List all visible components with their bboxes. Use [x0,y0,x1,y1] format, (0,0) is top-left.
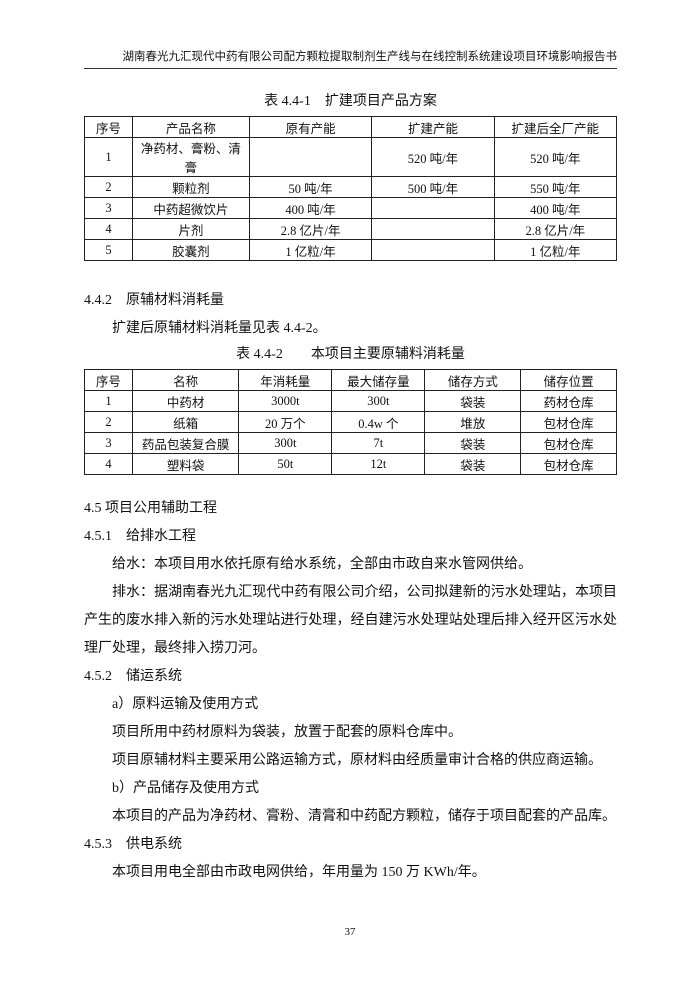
paragraph: b）产品储存及使用方式 [112,781,259,796]
table-cell: 400 吨/年 [248,197,373,219]
table-cell: 袋装 [424,432,522,454]
paragraph: 项目原辅材料主要采用公路运输方式，原材料由经质量审计合格的供应商运输。 [112,753,602,768]
table-row: 5 胶囊剂 1 亿粒/年 1 亿粒/年 [84,239,618,261]
table-cell: 片剂 [131,218,250,240]
table-cell: 袋装 [424,453,522,475]
table-cell: 堆放 [424,411,522,433]
table-cell: 3 [84,197,133,219]
table-cell: 2.8 亿片/年 [493,218,618,240]
running-header: 湖南春光九汇现代中药有限公司配方颗粒提取制剂生产线与在线控制系统建设项目环境影响… [84,48,617,69]
table: 序号 名称 年消耗量 最大储存量 储存方式 储存位置 1 中药材 3000t 300t 袋装 药材仓库… [84,369,617,475]
header-cell: 原有产能 [248,116,373,138]
table-cell: 2 [84,411,133,433]
table-cell: 塑料袋 [131,453,240,475]
table-cell: 1 [84,137,133,177]
table-cell: 4 [84,218,133,240]
table-row: 3 药品包装复合膜 300t 7t 袋装 包材仓库 [84,432,617,454]
table-cell: 20 万个 [238,411,333,433]
paragraph: a）原料运输及使用方式 [112,697,259,712]
paragraph: 扩建后原辅材料消耗量见表 4.4-2。 [112,321,327,336]
table-row: 1 净药材、膏粉、清膏 520 吨/年 520 吨/年 [84,137,618,177]
table-cell: 300t [331,390,426,412]
table-cell: 7t [331,432,426,454]
table-cell: 50 吨/年 [248,176,373,198]
header-cell: 最大储存量 [331,369,426,391]
table-cell: 520 吨/年 [493,137,618,177]
content: 湖南春光九汇现代中药有限公司配方颗粒提取制剂生产线与在线控制系统建设项目环境影响… [84,0,618,887]
table-cell: 50t [238,453,333,475]
table-cell: 净药材、膏粉、清膏 [131,137,250,177]
table-row: 3 中药超微饮片 400 吨/年 400 吨/年 [84,197,618,219]
table-row: 4 片剂 2.8 亿片/年 2.8 亿片/年 [84,218,618,240]
header-cell: 储存方式 [424,369,522,391]
page-number: 37 [344,926,356,938]
table-cell: 12t [331,453,426,475]
header-cell: 年消耗量 [238,369,333,391]
header-cell: 扩建产能 [371,116,495,138]
table-cell: 400 吨/年 [493,197,618,219]
header-cell: 序号 [84,369,133,391]
table-cell: 胶囊剂 [131,239,250,261]
table-cell: 包材仓库 [520,432,617,454]
paragraph: 本项目用电全部由市政电网供给，年用量为 150 万 KWh/年。 [112,865,486,880]
paragraph: 本项目的产品为净药材、膏粉、清膏和中药配方颗粒，储存于项目配套的产品库。 [112,809,616,824]
table-cell: 4 [84,453,133,475]
table-cell: 药材仓库 [520,390,617,412]
body: 4.5 项目公用辅助工程 4.5.1 给排水工程给水：本项目用水依托原有给水系统，… [84,495,617,887]
table-cell: 药品包装复合膜 [131,432,240,454]
table-row: 1 中药材 3000t 300t 袋装 药材仓库 [84,390,617,412]
table-cell: 颗粒剂 [131,176,250,198]
table-cell [248,137,373,177]
table-row: 4 塑料袋 50t 12t 袋装 包材仓库 [84,453,617,475]
header-row: 序号 名称 年消耗量 最大储存量 储存方式 储存位置 [84,369,617,391]
table-cell: 2.8 亿片/年 [248,218,373,240]
table-row: 2 颗粒剂 50 吨/年 500 吨/年 550 吨/年 [84,176,618,198]
table-cell: 袋装 [424,390,522,412]
table-row: 2 纸箱 20 万个 0.4w 个堆放 包材仓库 [84,411,617,433]
table-cell: 包材仓库 [520,411,617,433]
table-cell: 520 吨/年 [371,137,495,177]
table-cell: 300t [238,432,333,454]
header-cell: 序号 [84,116,133,138]
table-cell: 2 [84,176,133,198]
table-cell: 1 亿粒/年 [248,239,373,261]
table-cell: 1 亿粒/年 [493,239,618,261]
paragraph: 给水：本项目用水依托原有给水系统，全部由市政自来水管网供给。 [112,557,532,572]
table-caption: 表 4.4-1 扩建项目产品方案 [264,94,437,109]
table-cell: 500 吨/年 [371,176,495,198]
table-cell: 5 [84,239,133,261]
table-caption: 表 4.4-2 本项目主要原辅料消耗量 [236,347,465,362]
header-cell: 扩建后全厂产能 [493,116,618,138]
table-cell [371,197,495,219]
table: 序号 产品名称 原有产能 扩建产能 扩建后全厂产能 1 净药材、膏粉、清膏 520 吨/年 52… [84,116,618,261]
table-cell [371,239,495,261]
table-cell: 纸箱 [131,411,240,433]
header-cell: 储存位置 [520,369,617,391]
table-cell: 中药超微饮片 [131,197,250,219]
table-cell: 1 [84,390,133,412]
table-cell: 3 [84,432,133,454]
table-cell [371,218,495,240]
section-heading: 4.5.3 供电系统 [84,837,182,852]
header-cell: 产品名称 [131,116,250,138]
paragraph: 排水：据湖南春光九汇现代中药有限公司介绍，公司拟建新的污水处理站，本项目产生的废… [84,585,617,656]
table-cell: 550 吨/年 [493,176,618,198]
header-cell: 名称 [131,369,240,391]
header-row: 序号 产品名称 原有产能 扩建产能 扩建后全厂产能 [84,116,618,138]
table-cell: 3000t [238,390,333,412]
section-heading: 4.5.2 储运系统 [84,669,182,684]
section-heading: 4.5 项目公用辅助工程 [84,501,217,516]
section-heading: 4.5.1 给排水工程 [84,529,196,544]
table-cell: 0.4w 个 [331,411,426,433]
table-cell: 中药材 [131,390,240,412]
paragraph: 项目所用中药材原料为袋装，放置于配套的原料仓库中。 [112,725,462,740]
table-cell: 包材仓库 [520,453,617,475]
section-heading: 4.4.2 原辅材料消耗量 [84,293,224,308]
